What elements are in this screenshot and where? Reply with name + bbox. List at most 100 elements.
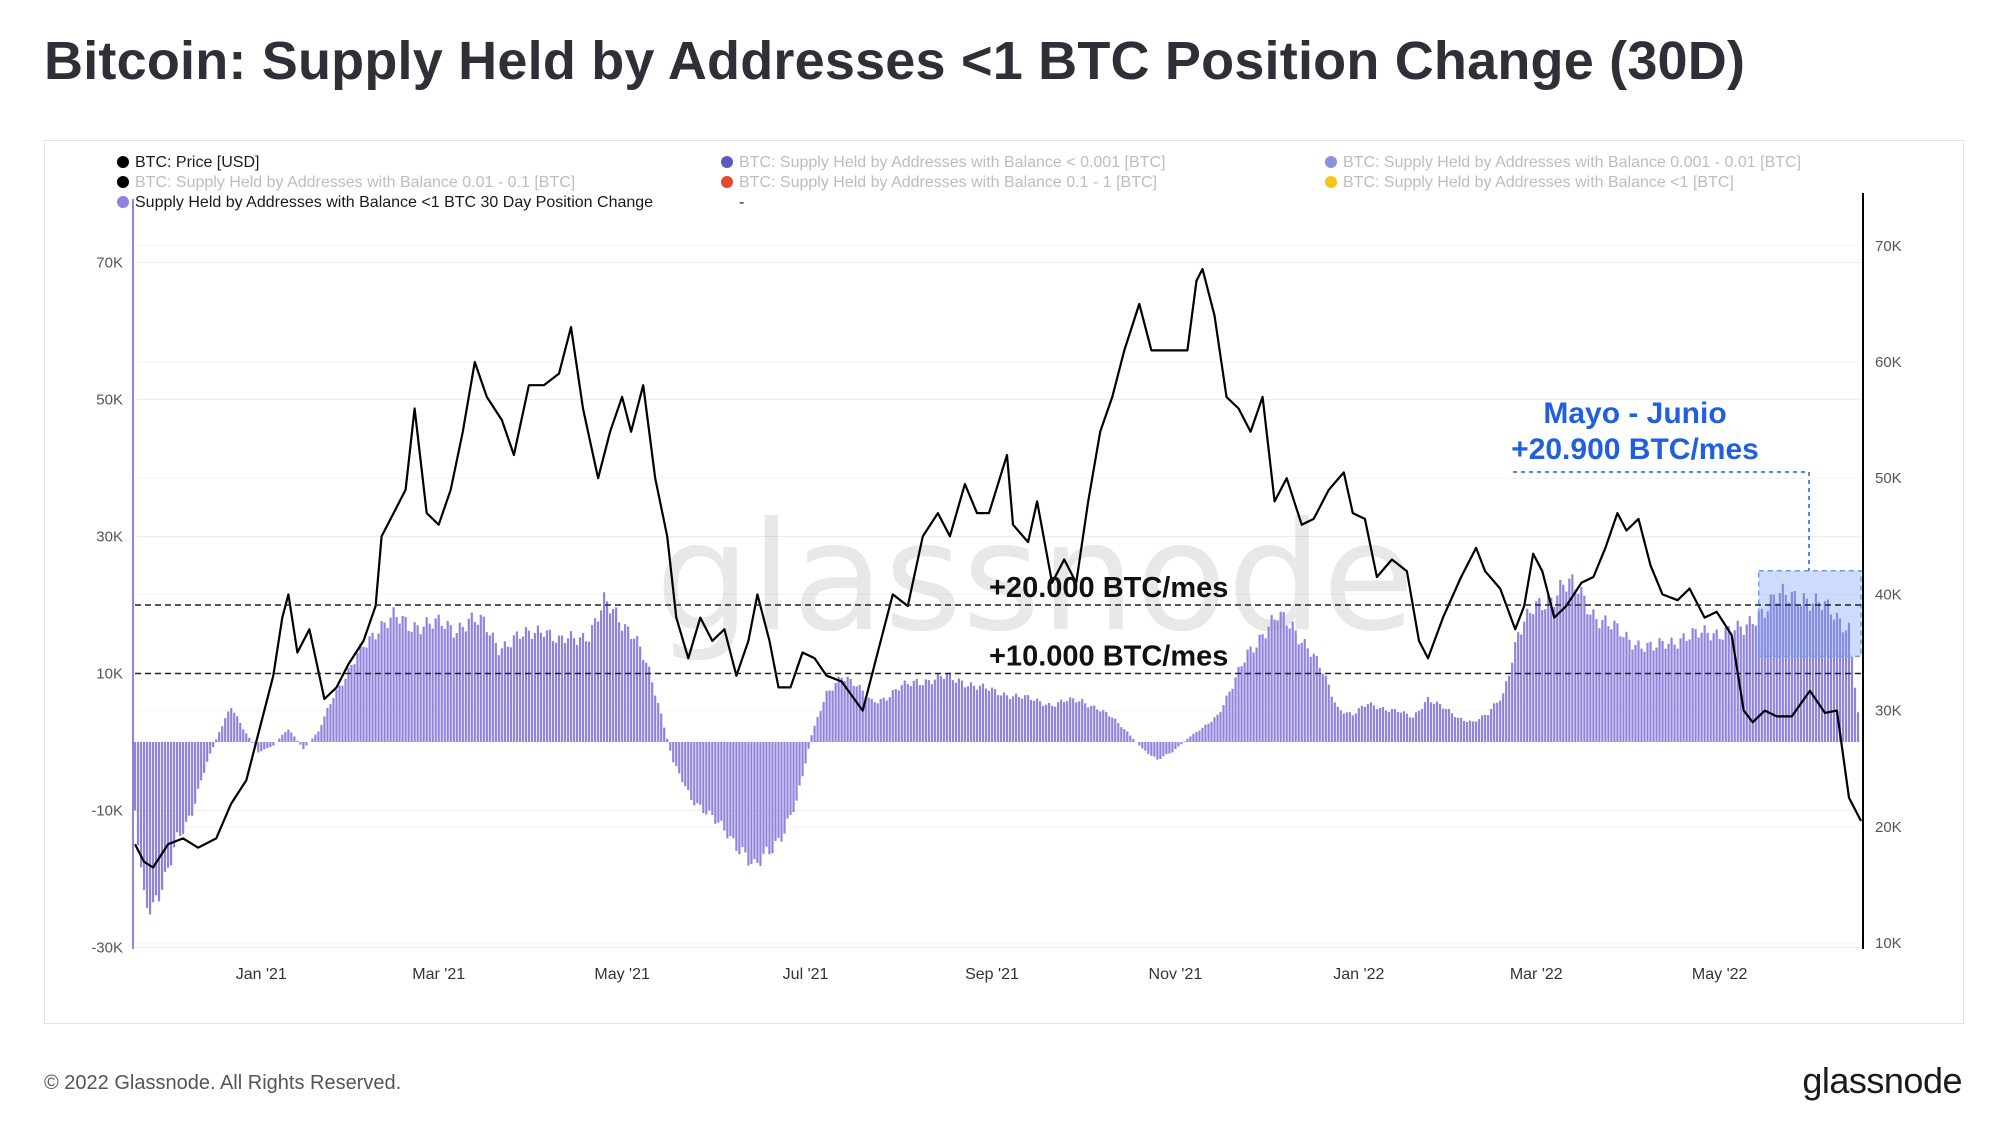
position-change-bar: [1225, 695, 1228, 742]
position-change-bar: [699, 742, 702, 805]
position-change-bar: [978, 685, 982, 742]
position-change-bar: [1177, 742, 1180, 747]
position-change-bar: [1441, 708, 1445, 742]
position-change-bar: [1231, 688, 1234, 742]
position-change-bar: [139, 742, 143, 868]
y-left-tick-label: 50K: [96, 392, 123, 409]
position-change-bar: [708, 742, 711, 811]
position-change-bar: [876, 703, 879, 742]
position-change-bar: [1183, 741, 1186, 742]
x-tick-label: Mar '22: [1510, 966, 1563, 983]
position-change-bar: [539, 632, 543, 742]
y-right-tick-label: 60K: [1875, 354, 1902, 371]
position-change-bar: [1255, 647, 1258, 742]
position-change-bar: [488, 635, 491, 742]
position-change-bar: [545, 630, 549, 742]
y-right-tick-label: 10K: [1875, 935, 1902, 952]
position-change-bar: [395, 617, 398, 742]
position-change-bar: [975, 689, 979, 742]
position-change-bar: [1417, 710, 1421, 742]
legend-item-001-01[interactable]: BTC: Supply Held by Addresses with Balan…: [117, 173, 575, 193]
copyright-footer: © 2022 Glassnode. All Rights Reserved.: [44, 1072, 402, 1094]
legend-item-lt0001[interactable]: BTC: Supply Held by Addresses with Balan…: [721, 153, 1165, 173]
position-change-bar: [666, 738, 669, 742]
legend-item-dash[interactable]: -: [739, 194, 745, 211]
position-change-bar: [1090, 705, 1093, 742]
position-change-bar: [804, 742, 807, 764]
x-tick-label: Jul '21: [783, 966, 829, 983]
position-change-bar: [1472, 721, 1475, 742]
position-change-bar: [1020, 698, 1024, 742]
legend-item-0001-001[interactable]: BTC: Supply Held by Addresses with Balan…: [1325, 153, 1801, 173]
position-change-bar: [1180, 742, 1183, 745]
y-right-tick-label: 20K: [1875, 819, 1902, 836]
position-change-bar: [1766, 611, 1769, 742]
position-change-bar: [660, 713, 663, 742]
position-change-bar: [1832, 619, 1836, 742]
position-change-bar: [924, 679, 927, 742]
position-change-bar: [527, 630, 531, 742]
position-change-bar: [1793, 590, 1796, 742]
position-change-bar: [1297, 644, 1300, 742]
position-change-bar: [888, 697, 891, 742]
position-change-bar: [1754, 625, 1757, 742]
legend-item-position-change[interactable]: Supply Held by Addresses with Balance <1…: [117, 193, 653, 213]
position-change-bar: [903, 680, 906, 742]
position-change-bar: [1237, 666, 1240, 742]
position-change-bar: [1850, 656, 1854, 742]
chart-panel: BTC: Price [USD] BTC: Supply Held by Add…: [44, 140, 1964, 1024]
legend-item-01-1[interactable]: BTC: Supply Held by Addresses with Balan…: [721, 173, 1157, 193]
position-change-bar: [1234, 677, 1237, 742]
position-change-bar: [1778, 593, 1781, 742]
position-change-bar: [630, 639, 633, 742]
position-change-bar: [1153, 742, 1156, 757]
position-change-bar: [1712, 633, 1715, 742]
position-change-bar: [166, 742, 170, 868]
position-change-bar: [990, 687, 994, 742]
y-right-tick-label: 30K: [1875, 703, 1902, 720]
position-change-bar: [1411, 717, 1415, 742]
position-change-bar: [224, 718, 227, 742]
position-change-bar: [194, 742, 197, 804]
position-change-bar: [509, 647, 512, 742]
position-change-bar: [1523, 621, 1526, 742]
position-change-bar: [136, 742, 140, 846]
legend-item-price[interactable]: BTC: Price [USD]: [117, 153, 259, 173]
position-change-bar: [945, 673, 948, 742]
legend-item-lt1[interactable]: BTC: Supply Held by Addresses with Balan…: [1325, 173, 1734, 193]
position-change-bar: [377, 633, 380, 742]
chart-plot: 70K 50K 30K 10K -10K -30K 70K 60K 50K 40K 30K 20K 10…: [91, 193, 1902, 983]
x-tick-label: Jan '21: [236, 966, 287, 983]
legend-dot-icon: [117, 196, 129, 208]
position-change-bar: [723, 742, 726, 831]
position-change-bar: [1547, 595, 1550, 742]
position-change-bar: [1129, 735, 1132, 742]
position-change-bar: [1670, 637, 1673, 742]
position-change-bar: [1604, 615, 1607, 742]
position-change-bar: [681, 742, 684, 783]
position-change-bar: [1490, 709, 1493, 742]
chart-legend: BTC: Price [USD] BTC: Supply Held by Add…: [45, 141, 1963, 221]
position-change-bar: [813, 725, 816, 742]
position-change-bar: [1514, 642, 1517, 742]
position-change-bar: [864, 697, 867, 742]
position-change-bar: [1264, 638, 1267, 742]
position-change-bar: [1162, 742, 1165, 757]
position-change-bar: [398, 623, 401, 742]
position-change-bar: [1321, 673, 1324, 742]
position-change-bar: [1324, 675, 1327, 742]
position-change-bar: [1402, 711, 1406, 742]
position-change-bar: [810, 735, 813, 742]
position-change-bar: [1568, 578, 1571, 742]
position-change-bar: [966, 686, 970, 742]
position-change-bar: [1438, 703, 1442, 742]
position-change-bar: [621, 630, 624, 742]
position-change-bar: [461, 626, 464, 742]
position-change-bar: [1679, 638, 1682, 742]
position-change-bar: [1069, 697, 1072, 742]
position-change-bar: [344, 678, 347, 742]
legend-dot-icon: [117, 176, 129, 188]
position-change-bar: [675, 742, 678, 767]
position-change-bar: [1228, 691, 1231, 742]
position-change-bar: [1138, 742, 1141, 746]
